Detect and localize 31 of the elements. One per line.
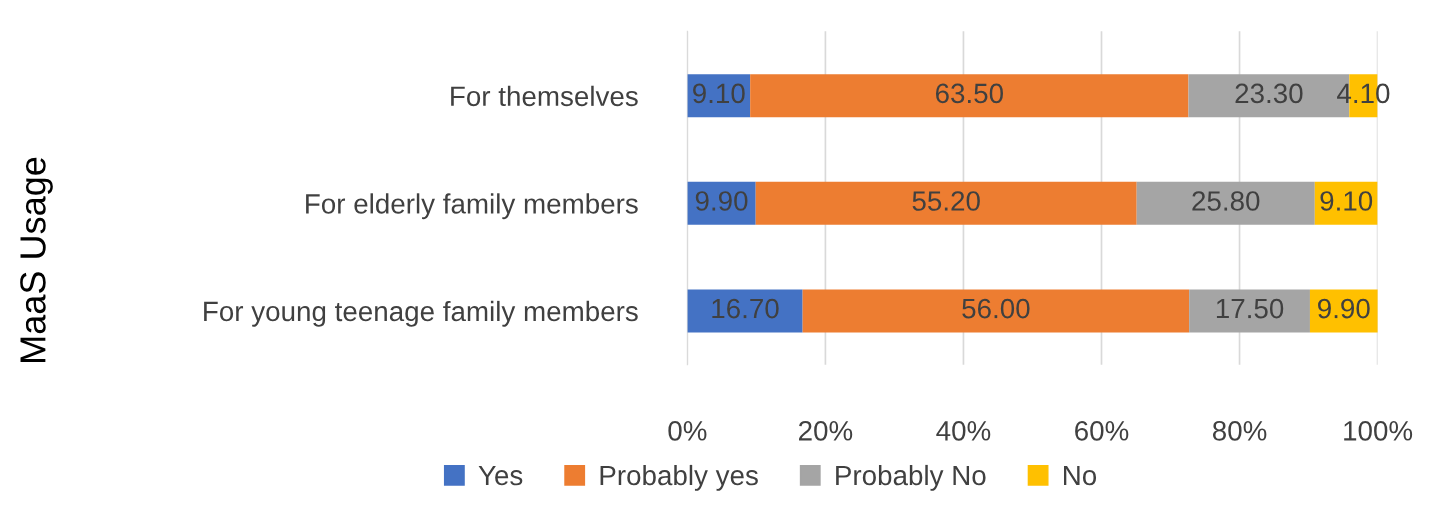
data-label: 56.00 xyxy=(962,298,1030,319)
bar xyxy=(755,181,1137,225)
y-tick-label: For young teenage family members xyxy=(204,300,638,327)
data-label: 63.50 xyxy=(935,83,1003,104)
legend-label: No xyxy=(1064,465,1097,486)
y-tick-label: For themselves xyxy=(451,85,638,107)
bar xyxy=(687,289,803,333)
x-tick-label: 20% xyxy=(799,420,853,441)
data-label: 23.30 xyxy=(1235,83,1303,104)
data-label: 55.20 xyxy=(912,191,980,211)
legend-label: Probably yes xyxy=(600,464,758,491)
x-tick-label: 100% xyxy=(1344,420,1413,441)
x-tick-label: 80% xyxy=(1212,420,1267,441)
legend-label: Probably No xyxy=(836,464,986,491)
x-tick-label: 0% xyxy=(668,420,707,441)
data-label: 17.50 xyxy=(1216,298,1284,319)
x-tick-label: 40% xyxy=(936,420,991,441)
data-label: 9.10 xyxy=(1320,191,1373,211)
legend-label: Yes xyxy=(478,465,523,486)
data-label: 16.70 xyxy=(712,298,779,319)
bar xyxy=(750,74,1189,118)
bar xyxy=(1136,181,1315,225)
bar xyxy=(802,289,1190,333)
x-tick-label: 60% xyxy=(1075,420,1129,441)
y-axis-title: MaaS Usage xyxy=(20,157,53,362)
y-tick-label: For elderly family members xyxy=(306,193,638,220)
data-label: 25.80 xyxy=(1192,191,1260,211)
data-label: 9.10 xyxy=(693,83,745,104)
bar xyxy=(1189,289,1310,333)
data-label: 9.90 xyxy=(1318,298,1370,319)
data-label: 9.90 xyxy=(695,191,748,211)
